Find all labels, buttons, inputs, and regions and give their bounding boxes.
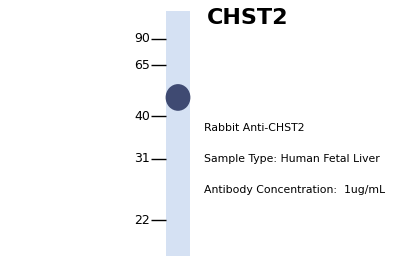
Text: 65: 65 [134, 59, 150, 72]
Text: 22: 22 [134, 214, 150, 227]
Text: Rabbit Anti-CHST2: Rabbit Anti-CHST2 [204, 123, 304, 133]
Text: Sample Type: Human Fetal Liver: Sample Type: Human Fetal Liver [204, 154, 380, 164]
Text: 31: 31 [134, 152, 150, 165]
Ellipse shape [166, 84, 190, 111]
Text: CHST2: CHST2 [207, 8, 289, 28]
Bar [166, 11, 190, 256]
Text: 40: 40 [134, 110, 150, 123]
Text: Antibody Concentration:  1ug/mL: Antibody Concentration: 1ug/mL [204, 184, 385, 195]
Text: 90: 90 [134, 32, 150, 45]
